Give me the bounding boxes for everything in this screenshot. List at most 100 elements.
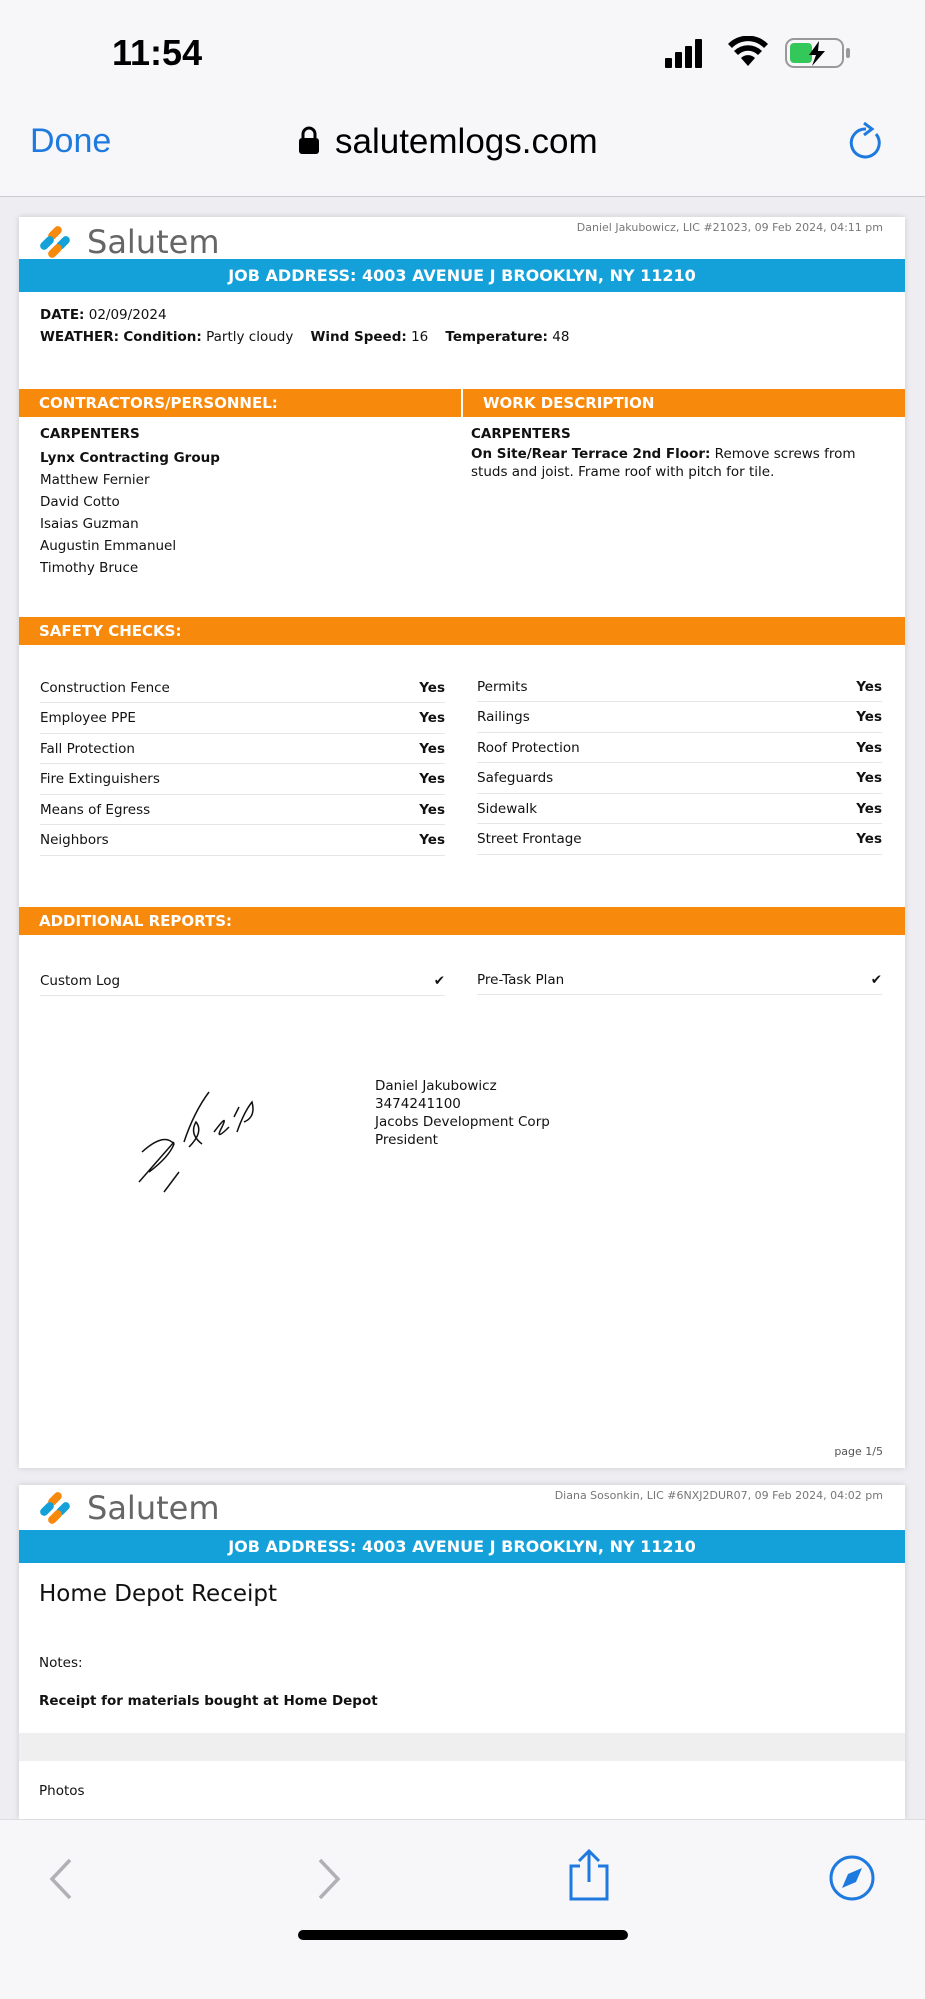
page-number: page 1/5 (834, 1445, 883, 1458)
safety-check-row: Means of Egress Yes (40, 795, 445, 825)
signer-title: President (375, 1132, 438, 1148)
additional-report-row[interactable]: Pre-Task Plan ✔ (477, 965, 882, 995)
signer-name: Daniel Jakubowicz (375, 1078, 497, 1094)
signer-phone: 3474241100 (375, 1096, 461, 1112)
safety-check-label: Railings (477, 709, 530, 725)
safety-check-value: Yes (419, 679, 445, 696)
safety-check-row: Railings Yes (477, 703, 882, 733)
salutem-logo-icon (40, 1492, 70, 1524)
signer-company: Jacobs Development Corp (375, 1114, 550, 1130)
safety-check-value: Yes (419, 740, 445, 757)
job-address-bar: JOB ADDRESS: 4003 AVENUE J BROOKLYN, NY … (19, 1530, 905, 1563)
safety-check-label: Permits (477, 678, 528, 695)
signal-icon (665, 39, 702, 68)
notes-label: Notes: (39, 1655, 83, 1671)
back-icon[interactable] (48, 1858, 74, 1900)
safety-check-label: Neighbors (40, 832, 109, 848)
report-page-1: Salutem Daniel Jakubowicz, LIC #21023, 0… (19, 217, 905, 1468)
work-description: CARPENTERS On Site/Rear Terrace 2nd Floo… (471, 423, 881, 481)
safety-check-value: Yes (856, 678, 882, 695)
safety-check-row: Roof Protection Yes (477, 733, 882, 763)
personnel-item: Augustin Emmanuel (40, 538, 177, 554)
date-value: 02/09/2024 (88, 307, 167, 323)
salutem-logo: Salutem (39, 223, 220, 261)
condition-label: Condition: (123, 329, 202, 345)
work-trade: CARPENTERS (471, 426, 571, 442)
battery-charging-icon (785, 38, 850, 68)
safety-check-row: Fall Protection Yes (40, 734, 445, 764)
safety-check-value: Yes (419, 801, 445, 818)
browser-toolbar: Done salutemlogs.com (0, 90, 925, 197)
personnel-item: David Cotto (40, 494, 120, 510)
safety-check-row: Neighbors Yes (40, 826, 445, 856)
wind-value: 16 (411, 329, 429, 345)
status-bar: 11:54 (0, 0, 925, 90)
contractors-header: CONTRACTORS/PERSONNEL: (19, 389, 461, 417)
safety-check-row: Construction Fence Yes (40, 673, 445, 703)
logo-text: Salutem (87, 223, 220, 261)
author-meta: Diana Sosonkin, LIC #6NXJ2DUR07, 09 Feb … (554, 1489, 883, 1502)
company-name: Lynx Contracting Group (40, 450, 220, 466)
safety-check-row: Employee PPE Yes (40, 704, 445, 734)
safety-check-row: Sidewalk Yes (477, 794, 882, 824)
url-display[interactable]: salutemlogs.com (335, 122, 598, 161)
safety-check-label: Fire Extinguishers (40, 771, 160, 787)
clock: 11:54 (112, 32, 203, 73)
signature-image (138, 1091, 254, 1193)
trade-label: CARPENTERS (40, 426, 140, 442)
personnel-item: Matthew Fernier (40, 472, 150, 488)
additional-report-row[interactable]: Custom Log ✔ (40, 966, 445, 996)
safety-check-label: Street Frontage (477, 831, 582, 847)
safety-check-label: Fall Protection (40, 740, 135, 757)
forward-icon[interactable] (316, 1858, 342, 1900)
report-page-2: Salutem Diana Sosonkin, LIC #6NXJ2DUR07,… (19, 1485, 905, 1819)
report-label: Custom Log (40, 972, 121, 989)
share-icon[interactable] (566, 1848, 612, 1902)
compass-icon[interactable] (828, 1854, 876, 1902)
additional-reports-header: ADDITIONAL REPORTS: (19, 907, 905, 935)
safety-check-label: Roof Protection (477, 739, 580, 756)
section-divider (19, 1733, 905, 1761)
logo-text: Salutem (87, 1489, 220, 1527)
home-indicator (298, 1930, 628, 1940)
browser-bottom-bar (0, 1819, 925, 1999)
weather-label: WEATHER: (40, 329, 120, 345)
safety-check-label: Construction Fence (40, 679, 170, 696)
report-label: Pre-Task Plan (477, 971, 565, 988)
safety-check-label: Sidewalk (477, 800, 538, 817)
safety-check-value: Yes (419, 771, 445, 787)
work-description-header: WORK DESCRIPTION (463, 389, 905, 417)
safety-check-value: Yes (856, 709, 882, 725)
condition-value: Partly cloudy (206, 329, 294, 345)
salutem-logo: Salutem (39, 1489, 220, 1527)
work-text: Remove screws from studs and joist. Fram… (471, 446, 856, 480)
notes-text: Receipt for materials bought at Home Dep… (39, 1693, 378, 1709)
job-address-bar: JOB ADDRESS: 4003 AVENUE J BROOKLYN, NY … (19, 259, 905, 292)
safety-check-label: Safeguards (477, 770, 554, 786)
safety-check-row: Fire Extinguishers Yes (40, 765, 445, 795)
personnel-item: Timothy Bruce (40, 560, 139, 576)
date-label: DATE: (40, 307, 85, 323)
temp-label: Temperature: (445, 329, 548, 345)
safety-checks-header: SAFETY CHECKS: (19, 617, 905, 645)
safety-check-row: Safeguards Yes (477, 764, 882, 794)
wind-label: Wind Speed: (310, 329, 407, 345)
work-location: On Site/Rear Terrace 2nd Floor: (471, 446, 711, 462)
done-button[interactable]: Done (30, 122, 112, 160)
safety-check-value: Yes (856, 739, 882, 756)
photos-label: Photos (39, 1783, 85, 1799)
safety-check-row: Permits Yes (477, 672, 882, 702)
date-line: DATE: 02/09/2024 (40, 307, 167, 323)
report-title: Home Depot Receipt (39, 1581, 277, 1607)
check-icon: ✔ (433, 972, 445, 989)
safety-check-value: Yes (856, 800, 882, 817)
reload-icon[interactable] (848, 122, 884, 162)
safety-check-label: Means of Egress (40, 801, 151, 818)
personnel-item: Isaias Guzman (40, 516, 139, 532)
salutem-logo-icon (40, 226, 70, 258)
wifi-icon (728, 36, 768, 66)
safety-check-label: Employee PPE (40, 710, 136, 726)
check-icon: ✔ (870, 971, 882, 988)
signer-info: Daniel Jakubowicz 3474241100 Jacobs Deve… (375, 1077, 550, 1149)
safety-check-value: Yes (856, 831, 882, 847)
